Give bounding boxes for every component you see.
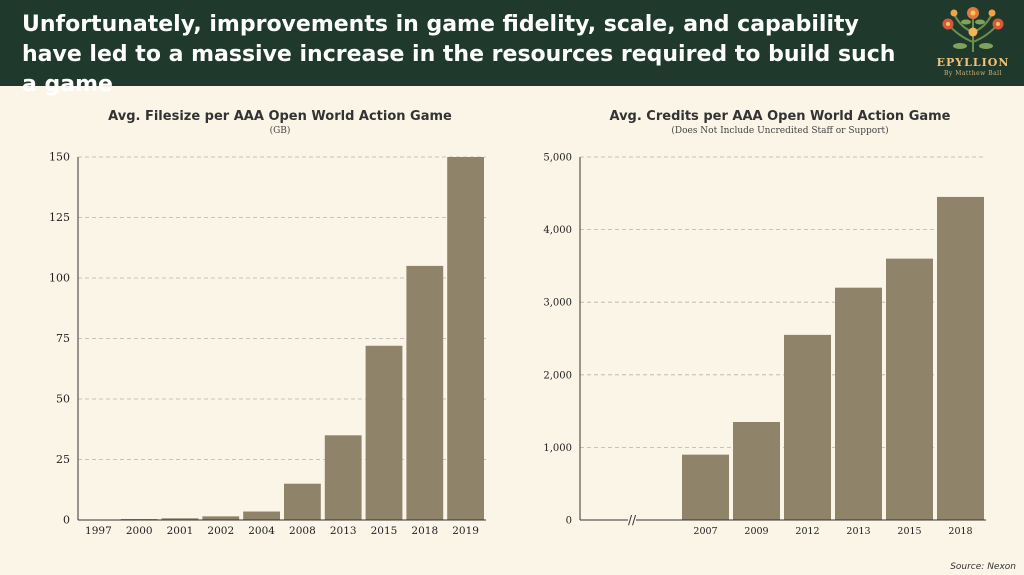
filesize-category-label: 2001 [167, 525, 194, 537]
filesize-bar [406, 265, 444, 520]
credits-category-label: 2009 [744, 526, 768, 537]
floral-logo-icon [942, 7, 1004, 52]
right-chart-subtitle: (Does Not Include Uncredited Staff or Su… [671, 126, 889, 136]
filesize-bar [202, 516, 240, 520]
credits-bar [835, 287, 882, 520]
filesize-ytick-label: 0 [63, 514, 70, 527]
credits-ytick-label: 0 [566, 516, 572, 527]
credits-category-label: 2018 [948, 526, 972, 537]
filesize-bar [161, 518, 199, 520]
credits-axis-break: // [628, 513, 637, 527]
credits-bar [682, 454, 729, 520]
right-chart-title: Avg. Credits per AAA Open World Action G… [609, 109, 951, 124]
credits-category-label: 2012 [795, 526, 819, 537]
filesize-category-label: 2019 [452, 525, 479, 537]
left-chart-subtitle: (GB) [269, 126, 291, 136]
filesize-category-label: 2013 [330, 525, 357, 537]
brand-logo: EPYLLION By Matthew Ball [928, 2, 1018, 84]
filesize-bar [324, 435, 362, 520]
filesize-category-label: 2000 [126, 525, 153, 537]
filesize-bar [243, 511, 280, 520]
source-note: Source: Nexon [950, 562, 1016, 572]
filesize-category-label: 2008 [289, 525, 316, 537]
filesize-bar [284, 483, 321, 520]
credits-bar [733, 421, 780, 520]
filesize-category-label: 2002 [207, 525, 234, 537]
credits-ytick-label: 2,000 [543, 370, 572, 381]
credits-category-label: 2015 [897, 526, 921, 537]
credits-ytick-label: 1,000 [543, 443, 572, 454]
credits-ytick-label: 4,000 [543, 225, 572, 236]
brand-byline: By Matthew Ball [943, 70, 1003, 77]
filesize-ytick-label: 150 [49, 151, 70, 164]
filesize-ytick-label: 100 [49, 272, 70, 285]
credits-bar [886, 258, 933, 520]
filesize-ytick-label: 125 [49, 211, 70, 224]
header-banner: Unfortunately, improvements in game fide… [0, 0, 1024, 97]
filesize-bar [365, 345, 403, 520]
filesize-category-label: 2015 [371, 525, 398, 537]
credits-bar [784, 334, 831, 520]
filesize-ytick-label: 75 [56, 332, 70, 345]
credits-category-label: 2007 [693, 526, 717, 537]
brand-name: EPYLLION [936, 56, 1010, 69]
credits-ytick-label: 5,000 [543, 153, 572, 164]
filesize-ytick-label: 25 [56, 453, 70, 466]
credits-bar [937, 196, 984, 520]
filesize-category-label: 2004 [248, 525, 275, 537]
headline: Unfortunately, improvements in game fide… [22, 12, 896, 97]
credits-ytick-label: 3,000 [543, 298, 572, 309]
filesize-bar [447, 157, 484, 520]
filesize-category-label: 2018 [411, 525, 438, 537]
credits-category-label: 2013 [846, 526, 870, 537]
filesize-ytick-label: 50 [56, 393, 70, 406]
filesize-category-label: 1997 [85, 525, 112, 537]
left-chart-title: Avg. Filesize per AAA Open World Action … [108, 109, 452, 124]
